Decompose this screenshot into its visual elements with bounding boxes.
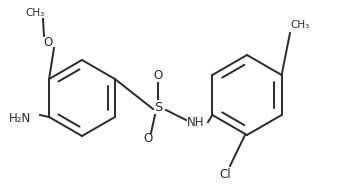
Text: NH: NH [187,116,205,129]
Text: S: S [154,100,162,113]
Text: O: O [153,69,163,82]
Text: CH₃: CH₃ [290,20,310,30]
Text: CH₃: CH₃ [25,8,44,18]
Text: O: O [143,131,153,145]
Text: H₂N: H₂N [9,112,31,125]
Text: Cl: Cl [219,168,231,180]
Text: O: O [43,36,53,49]
